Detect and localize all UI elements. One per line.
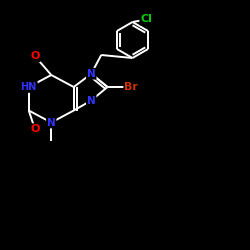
Text: O: O <box>30 51 40 61</box>
Text: N: N <box>47 118 56 128</box>
Text: N: N <box>87 96 96 106</box>
Text: HN: HN <box>20 82 37 92</box>
Text: O: O <box>30 124 40 134</box>
Text: Cl: Cl <box>140 14 152 24</box>
Text: Br: Br <box>124 82 138 92</box>
Text: N: N <box>87 69 96 79</box>
